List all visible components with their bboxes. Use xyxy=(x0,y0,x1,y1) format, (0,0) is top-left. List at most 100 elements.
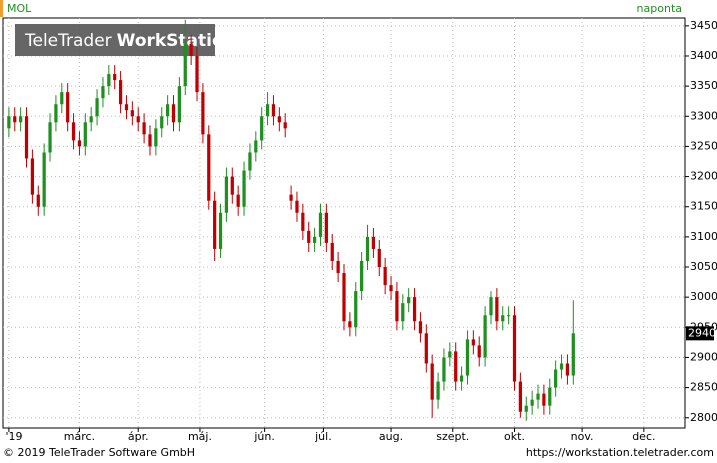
candle-body xyxy=(207,134,211,201)
candle-body xyxy=(301,212,305,231)
candle-body xyxy=(418,321,423,334)
candle-body xyxy=(430,363,434,400)
candle-body xyxy=(489,297,493,316)
candle-body xyxy=(124,104,129,111)
candle-body xyxy=(171,104,176,123)
candle-body xyxy=(218,212,223,249)
plot-frame xyxy=(2,17,686,429)
candle-body xyxy=(565,363,570,376)
candle-body xyxy=(536,393,540,400)
candle-body xyxy=(448,351,452,358)
y-tick-label: 2900 xyxy=(690,350,717,363)
candle-body xyxy=(154,128,158,147)
candle-body xyxy=(289,194,293,201)
candle-body xyxy=(336,260,340,274)
candle-body xyxy=(365,236,370,261)
period: naponta xyxy=(637,2,682,15)
candle-body xyxy=(454,351,458,382)
y-tick-label: 3250 xyxy=(690,139,717,152)
candle-body xyxy=(130,110,134,117)
candle-body xyxy=(371,236,376,249)
candle-body xyxy=(442,357,446,382)
candle-body xyxy=(483,315,487,358)
candle-body xyxy=(242,170,246,207)
candle-body xyxy=(389,285,393,292)
candle-body xyxy=(71,122,76,141)
candle-body xyxy=(518,381,522,412)
x-tick-label: aug. xyxy=(379,430,403,443)
y-tick-label: 3150 xyxy=(690,200,717,213)
candle-body xyxy=(166,104,170,117)
candle-body xyxy=(342,273,346,322)
candle-body xyxy=(295,200,299,213)
candle-body xyxy=(377,248,381,268)
candle-body xyxy=(183,43,187,87)
candle-body xyxy=(530,399,534,406)
candle-body xyxy=(307,230,311,243)
candle-body xyxy=(13,116,17,123)
candle-body xyxy=(83,122,87,147)
candle-body xyxy=(424,333,428,364)
x-tick-label: nov. xyxy=(571,430,594,443)
candle-body xyxy=(271,104,276,117)
candle-body xyxy=(265,104,270,117)
candle-body xyxy=(407,297,411,304)
candle-body xyxy=(118,80,123,105)
x-tick-label: okt. xyxy=(504,430,525,443)
watermark-box xyxy=(15,24,215,56)
candle-body xyxy=(101,86,105,99)
y-tick-label: 3300 xyxy=(690,109,717,122)
watermark-part: WorkStation xyxy=(117,31,236,51)
candle-body xyxy=(501,315,505,322)
candle-body xyxy=(436,381,440,400)
candle-body xyxy=(383,267,387,286)
watermark-part: TeleTrader xyxy=(24,31,112,51)
candle-body xyxy=(395,291,399,322)
candle-body xyxy=(348,321,352,328)
y-tick-label: 3450 xyxy=(690,19,717,32)
x-tick-label: jún. xyxy=(253,430,275,443)
candle-body xyxy=(254,140,258,153)
candle-body xyxy=(459,375,464,382)
x-tick-label: szept. xyxy=(436,430,469,443)
url: https://workstation.teletrader.com xyxy=(526,446,714,459)
candle-body xyxy=(283,122,287,129)
last-value-label: 2940 xyxy=(688,326,716,339)
candle-body xyxy=(324,212,328,243)
candle-body xyxy=(524,405,528,412)
candle-body xyxy=(277,116,281,123)
x-tick-label: júl. xyxy=(314,430,332,443)
watermark: TeleTrader WorkStation xyxy=(24,31,236,51)
candle-body xyxy=(113,74,117,81)
candle-body xyxy=(224,176,229,213)
x-tick-label: máj. xyxy=(188,430,212,443)
symbol-marker xyxy=(0,0,3,17)
candle-body xyxy=(260,116,264,141)
candle-body xyxy=(248,152,252,171)
y-tick-label: 3350 xyxy=(690,79,717,92)
y-tick-label: 3100 xyxy=(690,230,717,243)
y-tick-label: 3200 xyxy=(690,170,717,183)
x-tick-label: ápr. xyxy=(128,430,149,443)
x-tick-label: '19 xyxy=(5,430,22,443)
candle-body xyxy=(36,194,40,207)
y-tick-label: 2850 xyxy=(690,381,717,394)
candle-body xyxy=(465,339,470,376)
last-value-box xyxy=(686,326,714,341)
candle-body xyxy=(7,116,11,129)
candle-body xyxy=(330,242,334,261)
candle-body xyxy=(177,86,181,123)
symbol: MOL xyxy=(7,2,32,15)
candle-body xyxy=(548,387,552,406)
candle-body xyxy=(160,116,164,129)
candle-body xyxy=(318,212,323,237)
y-tick-label: 3000 xyxy=(690,290,717,303)
candle-body xyxy=(201,92,205,135)
candle-body xyxy=(236,194,240,207)
candle-body xyxy=(571,333,575,376)
candle-body xyxy=(42,152,46,207)
candle-body xyxy=(542,393,546,406)
candle-body xyxy=(89,116,93,123)
